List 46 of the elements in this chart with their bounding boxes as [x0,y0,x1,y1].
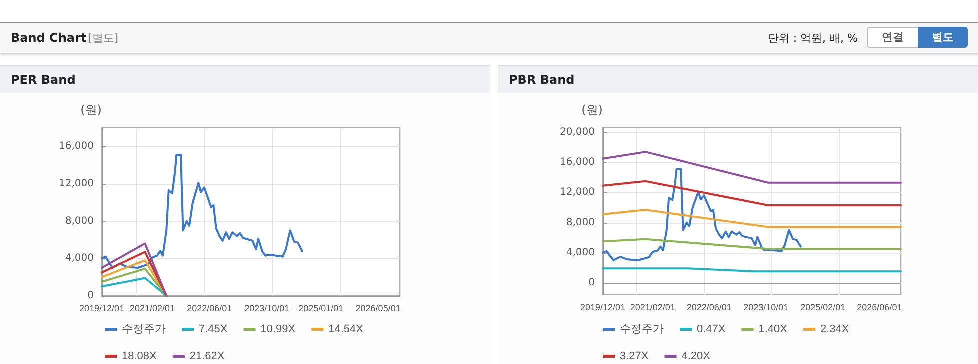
x-tick-label: 2026/05/01 [356,304,401,314]
y-tick-label: 16,000 [59,141,94,152]
x-tick-label: 2021/02/01 [130,304,175,314]
legend-label: 수정주가 [620,324,664,336]
y-tick-label: 0 [588,277,595,288]
text: 별도 [918,27,968,48]
y-tick-label: 20,000 [560,127,595,138]
chart-title: PBR Band [498,65,978,93]
line-series [101,154,304,269]
y-tick-label: 12,000 [59,178,94,190]
x-tick-label: 2022/06/01 [187,304,232,314]
line-series [602,168,802,262]
legend-label: 1.40X [758,324,788,336]
y-tick-label: 4,000 [566,247,595,258]
y-axis-title: (원) [582,103,603,117]
y-tick-label: 0 [88,290,94,302]
text: Band Chart [11,31,87,45]
y-tick-label: 16,000 [560,157,595,168]
x-tick-label: 2023/10/01 [744,302,789,312]
y-tick-label: 8,000 [65,216,94,227]
x-tick-label: 2026/06/01 [857,302,902,312]
text: 연결 [867,27,919,48]
legend-label: 3.27X [620,350,650,362]
y-axis-title: (원) [80,103,102,117]
x-tick-label: 2019/12/01 [580,302,626,312]
y-tick-label: 12,000 [560,187,595,198]
legend-label: 수정주가 [122,324,166,336]
legend-label: 2.34X [820,324,850,336]
x-tick-label: 2025/02/01 [800,302,846,312]
x-tick-label: 2019/12/01 [79,304,125,314]
x-tick-label: 2023/10/01 [244,304,290,314]
legend-label: 4.20X [682,350,712,362]
legend-label: 21.62X [190,350,226,362]
chart-title: PER Band [0,65,490,93]
text: [별도] [88,31,119,46]
legend-label: 10.99X [260,324,296,336]
text: 단위 : 억원, 배, % [768,31,858,46]
legend-label: 7.45X [199,324,228,336]
x-tick-label: 2022/06/01 [686,302,732,312]
x-tick-label: 2021/02/01 [630,302,676,312]
y-tick-label: 4,000 [65,253,94,264]
legend-label: 18.08X [122,350,158,362]
x-tick-label: 2025/01/01 [298,304,344,314]
legend-label: 0.47X [697,324,726,336]
y-tick-label: 8,000 [566,217,595,228]
legend-label: 14.54X [328,324,364,336]
